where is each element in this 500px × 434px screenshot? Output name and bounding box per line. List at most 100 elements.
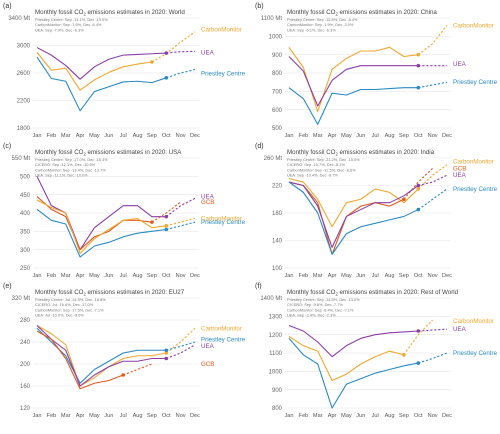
series-projection [166,344,196,360]
x-tick-label: Jul [120,273,127,279]
panel-label: (c) [3,143,11,150]
series-projection [418,352,448,364]
x-tick-label: Jan [32,133,41,139]
series-label: GCB [201,199,214,206]
panel-note: CICERO: Sep -12.1%, Dec -10.6% [35,162,96,167]
series-label: UEA [453,61,467,68]
y-tick-label: 600 [272,108,283,114]
y-tick-label: 900 [272,388,283,394]
x-tick-label: Feb [299,413,309,419]
x-tick-label: Nov [176,133,186,139]
y-tick-label: 1000 [269,35,283,41]
x-tick-label: Mar [313,413,323,419]
series-line [36,325,167,387]
panel-label: (e) [3,283,12,290]
x-tick-label: Feb [299,273,309,279]
x-tick-label: Jul [120,413,127,419]
series-label: CarbonMonitor [453,22,494,29]
series-line [288,56,419,107]
panel-note: CarbonMonitor: Sep -17.5%, Dec -7.1% [35,307,104,312]
series-label: CarbonMonitor [201,216,242,223]
panel-note: CarbonMonitor: Sep -7.6%, Dec -6.4% [35,22,102,27]
series-line [36,56,167,112]
panel-note: CarbonMonitor: Sep -8.4%, Dec -7.1% [287,307,354,312]
y-tick-label: 2200 [17,99,31,105]
y-tick-label: 1100 Mt [261,16,283,22]
panel-note: CarbonMonitor: Sep -13.4%, Dec -13.7% [35,167,106,172]
panel-b: (b) 500 600 700 800 900 1000 1100 Mt Jan Feb Mar Ap… [255,3,498,139]
y-tick-label: 3400 Mt [8,16,30,22]
x-tick-label: Aug [133,413,143,419]
x-tick-label: Sep [399,133,409,139]
panel-note: CarbonMonitor: Sep -12.5%, Dec -8.6% [287,167,356,172]
series-label: Priestley Centre [201,219,246,226]
series-label: UEA [201,343,215,350]
series-label: UEA [453,326,467,333]
panel-note: Priestley Centre: Sep -17.0%, Dec -16.4% [35,157,108,162]
series-label: Priestley Centre [201,71,246,78]
y-tick-label: 260 Mt [264,156,283,162]
panel-label: (b) [255,3,264,10]
x-tick-label: May [89,273,100,279]
series-projection [151,201,181,223]
series-projection [403,319,434,356]
x-tick-label: Nov [176,413,186,419]
y-tick-label: 320 Mt [12,296,31,302]
x-tick-label: May [89,413,100,419]
x-tick-label: Jun [104,273,113,279]
x-tick-label: Nov [428,413,438,419]
y-tick-label: 700 [272,90,283,96]
series-label: CarbonMonitor [201,27,242,34]
series-projection [418,328,448,332]
y-tick-label: 2600 [17,71,31,77]
series-line [288,337,419,409]
y-tick-label: 800 [272,406,283,412]
y-tick-label: 450 [20,193,31,199]
series-projection [166,341,196,351]
x-tick-label: Jun [356,133,365,139]
panel-note: UEA: Sep -7.9%, Dec -6.3% [35,27,84,32]
x-tick-label: Aug [133,273,143,279]
panel-title: Monthly fossil CO2 emissions estimates i… [287,9,437,17]
series-line [288,181,419,248]
y-tick-label: 1800 [17,126,31,132]
panel-title: Monthly fossil CO2 emissions estimates i… [35,289,185,297]
y-tick-label: 160 [20,384,31,390]
x-tick-label: May [341,273,352,279]
x-tick-label: Oct [162,133,171,139]
x-tick-label: Feb [47,133,57,139]
series-label: UEA [201,49,215,56]
series-projection [166,50,196,54]
x-tick-label: Mar [61,133,71,139]
x-tick-label: Dec [442,413,452,419]
series-label: GCB [453,165,466,172]
panel-f: (f) 800 900 1000 1100 1200 1300 1400 Mt Jan Feb Ma… [255,283,498,419]
x-tick-label: Apr [76,133,85,139]
series-line [288,336,405,382]
series-label: Priestley Centre [453,186,498,193]
series-projection [166,69,196,79]
panel-note: Priestley Centre: Sep -14.5%, Dec -13.0% [287,297,360,302]
x-tick-label: Mar [61,413,71,419]
series-line [288,87,419,125]
x-tick-label: Jan [284,273,293,279]
y-tick-label: 100 [272,266,283,272]
panel-note: UEA: Sep -2.4%, Dec -2.3% [287,313,336,318]
y-tick-label: 280 [20,318,31,324]
series-line [288,46,419,113]
y-tick-label: 140 [272,239,283,245]
y-tick-label: 200 [20,362,31,368]
panel-note: UEA: Sep -6.1%, Dec -6.3% [287,27,336,32]
x-tick-label: Apr [76,273,85,279]
panel-note: UEA: Jul -10.0%, Dec -8.6% [35,313,84,318]
panel-label: (a) [3,3,12,10]
series-projection [151,31,196,63]
series-line [36,176,167,251]
x-tick-label: Mar [313,133,323,139]
panel-note: CICERO: Jul -16.6%, Dec -17.0% [35,302,94,307]
y-tick-label: 300 [20,248,31,254]
x-tick-label: Apr [328,413,337,419]
series-label: Priestley Centre [201,336,246,343]
y-tick-label: 500 [272,126,283,132]
